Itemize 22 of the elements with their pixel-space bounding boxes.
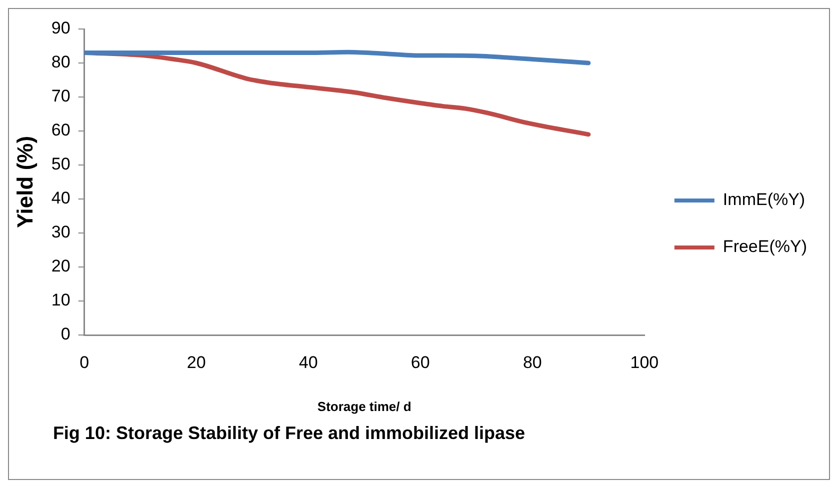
y-tick-label: 20 (51, 256, 70, 276)
legend-label: ImmE(%Y) (722, 190, 806, 210)
y-tick-label: 60 (51, 120, 70, 140)
line-series (84, 50, 591, 66)
x-tick-label: 60 (410, 352, 430, 372)
x-tick-label: 40 (298, 352, 318, 372)
x-tick-label: 20 (186, 352, 206, 372)
y-tick-label: 0 (60, 324, 70, 344)
x-tick-label: 80 (522, 352, 542, 372)
legend-label: FreeE(%Y) (722, 237, 808, 256)
x-tick-label: 0 (80, 352, 90, 372)
x-axis-title: Storage time/ d (317, 398, 412, 414)
y-tick-label: 30 (51, 222, 70, 242)
y-tick-label: 10 (51, 290, 70, 310)
y-tick-label: 80 (51, 52, 70, 72)
x-tick-label: 100 (630, 352, 659, 372)
y-tick-label: 50 (51, 154, 70, 174)
y-tick-label: 70 (51, 86, 70, 106)
y-tick-label: 90 (51, 18, 70, 38)
caption: Fig 10: Storage Stability of Free and immobilized lipase (52, 423, 526, 444)
y-axis-title: Yield (%) (12, 136, 38, 228)
y-tick-label: 40 (51, 188, 70, 208)
